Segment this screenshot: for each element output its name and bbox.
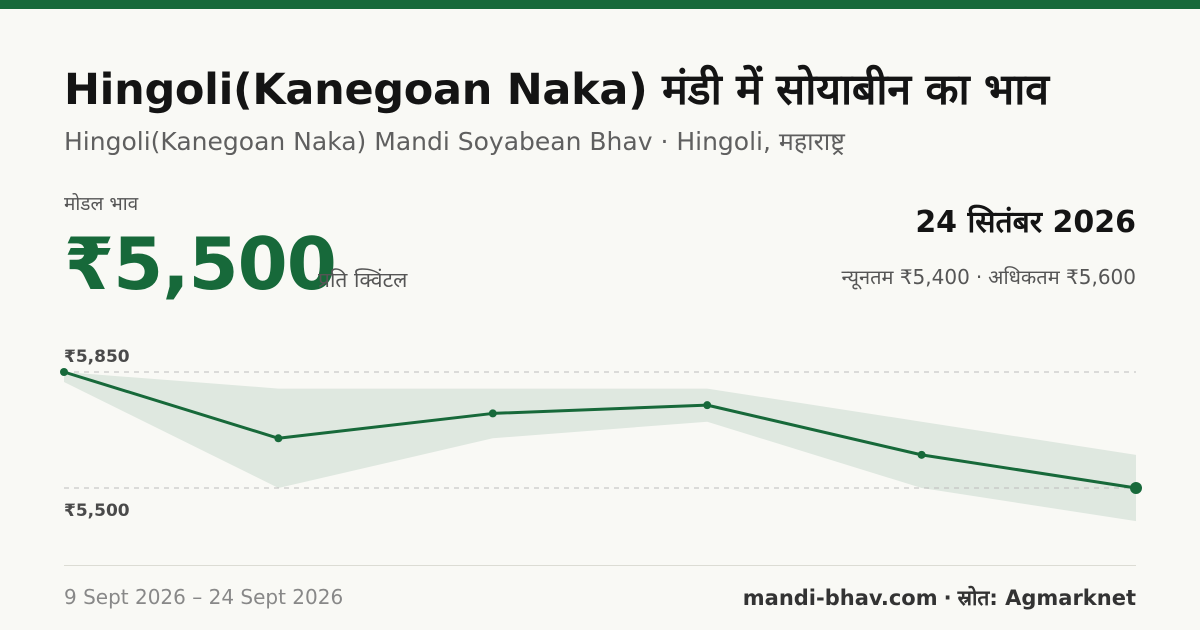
- min-max-prices: न्यूनतम ₹5,400 · अधिकतम ₹5,600: [842, 263, 1137, 290]
- y-tick-label: ₹5,850: [64, 347, 130, 367]
- page-subtitle: Hingoli(Kanegoan Naka) Mandi Soyabean Bh…: [64, 127, 845, 156]
- modal-price-label: मोडल भाव: [64, 193, 139, 215]
- footer-separator: ·: [943, 586, 952, 610]
- modal-price-line: [63, 370, 1137, 490]
- footer-credits: mandi-bhav.com · स्रोत: Agmarknet: [743, 584, 1136, 612]
- data-point: [917, 450, 926, 459]
- min-price: न्यूनतम ₹5,400: [841, 265, 970, 289]
- page-title: Hingoli(Kanegoan Naka) मंडी में सोयाबीन …: [64, 65, 1049, 115]
- top-accent-bar: [0, 0, 1200, 9]
- data-point: [488, 409, 497, 418]
- modal-price-value: ₹5,500: [64, 222, 337, 306]
- data-point: [703, 401, 712, 410]
- data-point: [60, 368, 68, 376]
- data-source: स्रोत: Agmarknet: [957, 586, 1136, 610]
- price-range-band: [64, 372, 1136, 522]
- max-price: अधिकतम ₹5,600: [988, 265, 1136, 289]
- min-max-separator: ·: [975, 265, 983, 289]
- price-unit: प्रति क्विंटल: [318, 268, 408, 292]
- price-trend-chart: ₹5,850 ₹5,500: [60, 347, 1142, 522]
- data-point: [274, 434, 283, 443]
- price-date: 24 सितंबर 2026: [915, 205, 1136, 240]
- y-tick-label: ₹5,500: [64, 501, 130, 521]
- site-name: mandi-bhav.com: [742, 586, 938, 610]
- date-range: 9 Sept 2026 – 24 Sept 2026: [64, 585, 344, 609]
- footer-divider: [64, 565, 1136, 566]
- data-point: [1130, 482, 1142, 494]
